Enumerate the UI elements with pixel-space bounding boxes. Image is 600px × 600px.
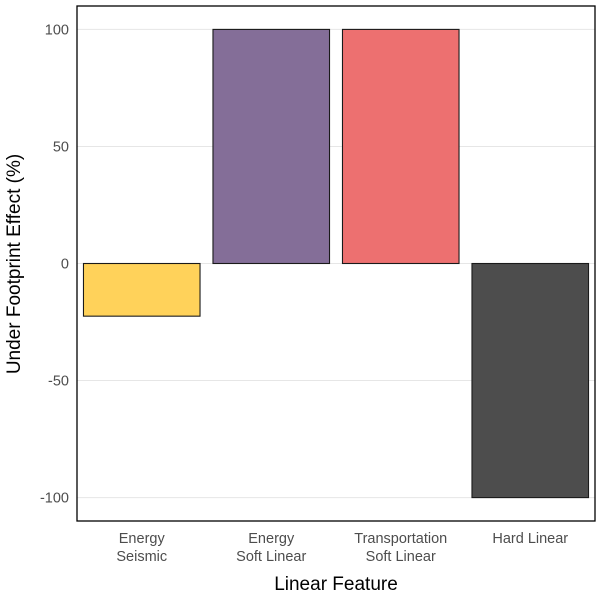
y-tick-label: -100 [40,491,69,507]
bar [212,28,331,265]
bar [471,262,590,499]
plot-panel-border [76,5,596,522]
y-tick-label: -50 [48,374,69,390]
bars-layer [82,28,590,499]
y-tick-label: 100 [45,22,69,38]
y-axis-title: Under Footprint Effect (%) [4,154,25,374]
x-axis-tick-labels: Energy Seismic Energy Soft Linear Transporta… [116,531,568,565]
x-axis-title: Linear Feature [274,574,398,595]
y-tick-label: 50 [53,139,69,155]
x-tick-label: Transportation Soft Linear [354,531,447,565]
bar [82,262,201,317]
x-tick-label: Energy Seismic [116,531,167,565]
x-tick-label: Hard Linear [492,531,568,547]
y-tick-label: 0 [61,257,69,273]
bar [341,28,460,265]
x-tick-label: Energy Soft Linear [236,531,306,565]
y-axis-tick-labels: -100 -50 0 50 100 [40,22,69,506]
